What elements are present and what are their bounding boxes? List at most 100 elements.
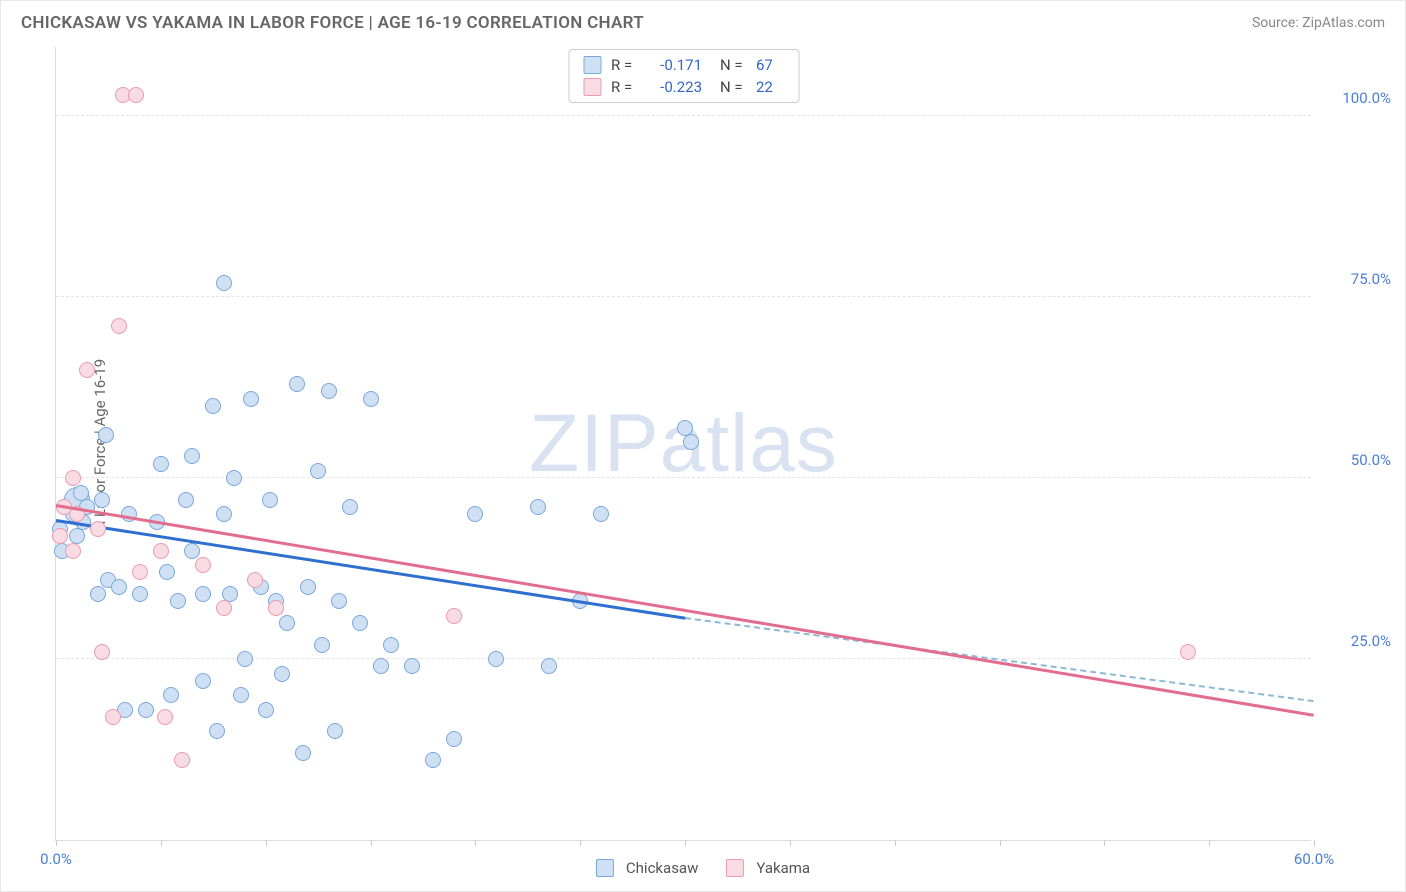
x-tick: [1000, 840, 1001, 846]
stats-row: R = -0.171 N = 67: [583, 54, 784, 76]
x-tick-label: 0.0%: [40, 850, 72, 868]
chart-title: CHICKASAW VS YAKAMA IN LABOR FORCE | AGE…: [21, 13, 644, 33]
data-point: [446, 608, 462, 624]
legend-swatch: [583, 56, 601, 74]
data-point: [90, 521, 106, 537]
data-point: [138, 702, 154, 718]
legend-item: Yakama: [726, 859, 810, 877]
data-point: [268, 600, 284, 616]
data-point: [258, 702, 274, 718]
data-point: [279, 615, 295, 631]
data-point: [94, 492, 110, 508]
stat-r-label: R =: [611, 56, 641, 74]
data-point: [593, 506, 609, 522]
legend-swatch: [726, 859, 744, 877]
x-tick: [1314, 840, 1315, 846]
data-point: [262, 492, 278, 508]
data-point: [488, 651, 504, 667]
data-point: [157, 709, 173, 725]
data-point: [159, 564, 175, 580]
data-point: [216, 275, 232, 291]
x-tick: [1209, 840, 1210, 846]
data-point: [216, 600, 232, 616]
stat-n-value: 67: [756, 56, 784, 74]
trend-line: [56, 519, 685, 620]
trend-line: [685, 617, 1314, 702]
data-point: [300, 579, 316, 595]
data-point: [94, 644, 110, 660]
data-point: [233, 687, 249, 703]
data-point: [274, 666, 290, 682]
data-point: [314, 637, 330, 653]
data-point: [327, 723, 343, 739]
data-point: [404, 658, 420, 674]
data-point: [195, 673, 211, 689]
x-tick: [475, 840, 476, 846]
data-point: [295, 745, 311, 761]
stat-r-value: -0.171: [647, 56, 702, 74]
data-point: [178, 492, 194, 508]
data-point: [289, 376, 305, 392]
stats-legend-box: R = -0.171 N = 67 R = -0.223N = 22: [568, 49, 799, 103]
x-tick-label: 60.0%: [1294, 850, 1334, 868]
data-point: [105, 709, 121, 725]
y-tick-label: 25.0%: [1321, 632, 1391, 650]
data-point: [373, 658, 389, 674]
data-point: [132, 564, 148, 580]
data-point: [310, 463, 326, 479]
data-point: [247, 572, 263, 588]
gridline: [56, 477, 1311, 478]
y-tick-label: 50.0%: [1321, 451, 1391, 469]
data-point: [237, 651, 253, 667]
trend-line: [56, 504, 1314, 717]
data-point: [132, 586, 148, 602]
legend-swatch: [583, 78, 601, 96]
data-point: [530, 499, 546, 515]
data-point: [205, 398, 221, 414]
data-point: [65, 543, 81, 559]
data-point: [331, 593, 347, 609]
y-tick-label: 100.0%: [1321, 89, 1391, 107]
data-point: [153, 543, 169, 559]
data-point: [170, 593, 186, 609]
data-point: [425, 752, 441, 768]
bottom-legend: Chickasaw Yakama: [596, 859, 810, 877]
legend-swatch: [596, 859, 614, 877]
x-tick: [371, 840, 372, 846]
stat-n-value: 22: [756, 78, 784, 96]
stat-r-value: -0.223: [647, 78, 702, 96]
data-point: [683, 434, 699, 450]
data-point: [342, 499, 358, 515]
x-tick: [790, 840, 791, 846]
data-point: [243, 391, 259, 407]
stat-n-label: N =: [720, 56, 750, 74]
header: CHICKASAW VS YAKAMA IN LABOR FORCE | AGE…: [1, 1, 1405, 41]
x-tick: [56, 840, 57, 846]
data-point: [79, 362, 95, 378]
stats-row: R = -0.223N = 22: [583, 76, 784, 98]
data-point: [111, 579, 127, 595]
data-point: [541, 658, 557, 674]
data-point: [128, 87, 144, 103]
data-point: [65, 470, 81, 486]
gridline: [56, 296, 1311, 297]
data-point: [363, 391, 379, 407]
data-point: [111, 318, 127, 334]
legend-item: Chickasaw: [596, 859, 698, 877]
data-point: [467, 506, 483, 522]
x-tick: [685, 840, 686, 846]
data-point: [209, 723, 225, 739]
data-point: [184, 543, 200, 559]
x-tick: [161, 840, 162, 846]
data-point: [1180, 644, 1196, 660]
data-point: [195, 586, 211, 602]
stat-r-label: R =: [611, 78, 641, 96]
data-point: [184, 448, 200, 464]
x-tick: [580, 840, 581, 846]
chart-container: CHICKASAW VS YAKAMA IN LABOR FORCE | AGE…: [0, 0, 1406, 892]
data-point: [52, 528, 68, 544]
legend-label: Chickasaw: [626, 859, 698, 877]
data-point: [383, 637, 399, 653]
data-point: [226, 470, 242, 486]
gridline: [56, 115, 1311, 116]
